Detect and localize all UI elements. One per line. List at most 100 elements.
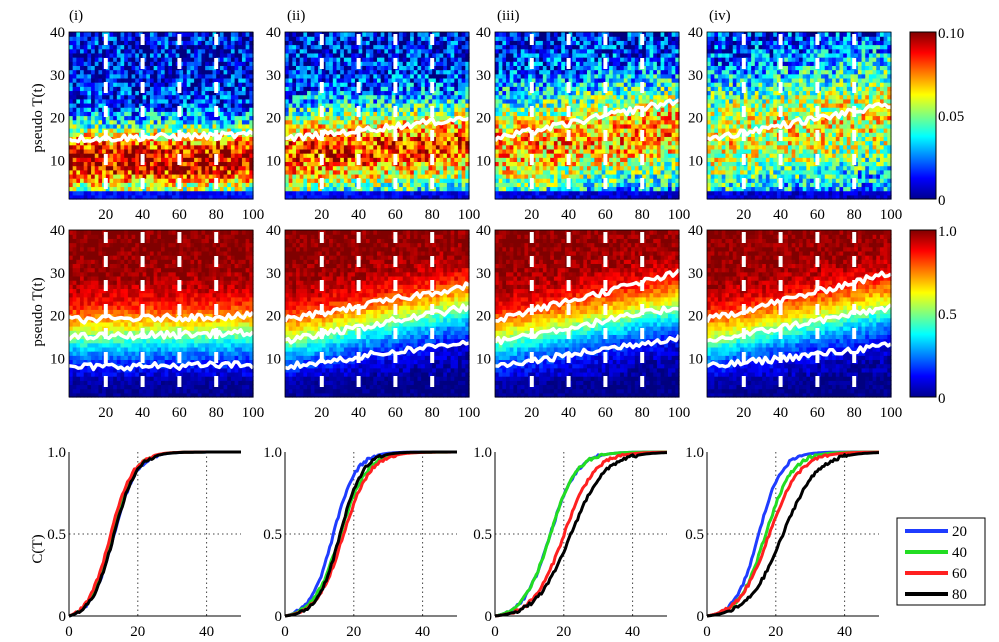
- heatmap-cell: [506, 115, 511, 121]
- heatmap-cell: [542, 194, 548, 200]
- heatmap-cell: [172, 140, 177, 146]
- heatmap-cell: [168, 169, 173, 175]
- heatmap-cell: [223, 61, 228, 66]
- heatmap-cell: [102, 144, 107, 150]
- heatmap-cell: [142, 165, 147, 171]
- heatmap-cell: [520, 153, 526, 158]
- heatmap-cell: [343, 128, 349, 133]
- heatmap-cell: [91, 32, 96, 37]
- heatmap-cell: [307, 111, 312, 117]
- heatmap-cell: [80, 57, 85, 62]
- heatmap-cell: [94, 190, 100, 196]
- heatmap-cell: [91, 40, 96, 46]
- heatmap-cell: [234, 98, 239, 104]
- heatmap-cell: [205, 73, 210, 79]
- heatmap-cell: [399, 52, 404, 58]
- heatmap-cell: [362, 182, 367, 188]
- heatmap-cell: [465, 44, 470, 50]
- heatmap-cell: [362, 173, 367, 179]
- heatmap-cell: [417, 82, 422, 87]
- heatmap-cell: [194, 57, 199, 62]
- heatmap-cell: [299, 144, 304, 150]
- heatmap-cell: [347, 123, 352, 129]
- heatmap-cell: [509, 165, 514, 171]
- heatmap-cell: [175, 102, 180, 108]
- heatmap-cell: [550, 32, 555, 37]
- heatmap-cell: [443, 173, 448, 179]
- heatmap-cell: [435, 157, 441, 163]
- heatmap-cell: [528, 173, 533, 179]
- heatmap-cell: [325, 98, 330, 104]
- heatmap-cell: [524, 132, 529, 137]
- heatmap-cell: [539, 194, 544, 200]
- heatmap-cell: [172, 123, 177, 129]
- heatmap-cell: [183, 136, 188, 142]
- heatmap-cell: [506, 44, 511, 50]
- heatmap-cell: [369, 52, 374, 58]
- heatmap-cell: [332, 98, 338, 104]
- heatmap-cell: [454, 153, 459, 158]
- heatmap-cell: [388, 94, 393, 100]
- heatmap-cell: [358, 144, 363, 150]
- heatmap-cell: [80, 69, 85, 75]
- heatmap-cell: [542, 102, 548, 108]
- heatmap-cell: [205, 186, 210, 192]
- heatmap-cell: [135, 82, 140, 87]
- heatmap-cell: [524, 144, 529, 150]
- heatmap-cell: [358, 173, 363, 179]
- heatmap-cell: [172, 153, 177, 158]
- heatmap-cell: [142, 94, 147, 100]
- heatmap-cell: [413, 94, 419, 100]
- heatmap-cell: [539, 48, 544, 54]
- heatmap-cell: [249, 153, 254, 158]
- heatmap-cell: [146, 57, 151, 62]
- heatmap-cell: [513, 161, 518, 167]
- heatmap-cell: [365, 90, 371, 96]
- heatmap-cell: [161, 65, 166, 71]
- heatmap-cell: [546, 140, 551, 146]
- heatmap-cell: [201, 173, 206, 179]
- heatmap-cell: [553, 119, 559, 125]
- heatmap-cell: [417, 73, 422, 79]
- heatmap-cell: [113, 77, 118, 83]
- heatmap-cell: [531, 57, 537, 62]
- heatmap-cell: [201, 182, 206, 188]
- heatmap-cell: [384, 132, 389, 137]
- heatmap-cell: [406, 52, 411, 58]
- heatmap-cell: [358, 69, 363, 75]
- heatmap-cell: [76, 44, 81, 50]
- heatmap-cell: [69, 153, 74, 158]
- heatmap-cell: [245, 73, 250, 79]
- heatmap-cell: [550, 115, 555, 121]
- heatmap-cell: [161, 98, 166, 104]
- heatmap-cell: [142, 119, 147, 125]
- heatmap-cell: [194, 40, 199, 46]
- heatmap-cell: [69, 98, 74, 104]
- heatmap-cell: [307, 186, 312, 192]
- heatmap-cell: [450, 173, 455, 179]
- heatmap-cell: [528, 148, 533, 154]
- heatmap-cell: [564, 115, 570, 121]
- heatmap-cell: [454, 57, 459, 62]
- heatmap-cell: [421, 86, 426, 92]
- heatmap-cell: [329, 119, 334, 125]
- heatmap-cell: [98, 102, 103, 108]
- heatmap-cell: [498, 73, 503, 79]
- heatmap-cell: [234, 48, 239, 54]
- heatmap-cell: [340, 132, 345, 137]
- heatmap-cell: [336, 102, 341, 108]
- heatmap-cell: [142, 132, 147, 137]
- heatmap-cell: [340, 119, 345, 125]
- heatmap-cell: [219, 61, 225, 66]
- heatmap-cell: [212, 98, 217, 104]
- heatmap-cell: [105, 119, 111, 125]
- heatmap-cell: [388, 161, 393, 167]
- heatmap-cell: [124, 186, 129, 192]
- heatmap-cell: [557, 98, 562, 104]
- heatmap-cell: [227, 57, 232, 62]
- heatmap-cell: [183, 86, 188, 92]
- heatmap-cell: [421, 48, 426, 54]
- heatmap-cell: [285, 178, 290, 183]
- heatmap-cell: [495, 128, 500, 133]
